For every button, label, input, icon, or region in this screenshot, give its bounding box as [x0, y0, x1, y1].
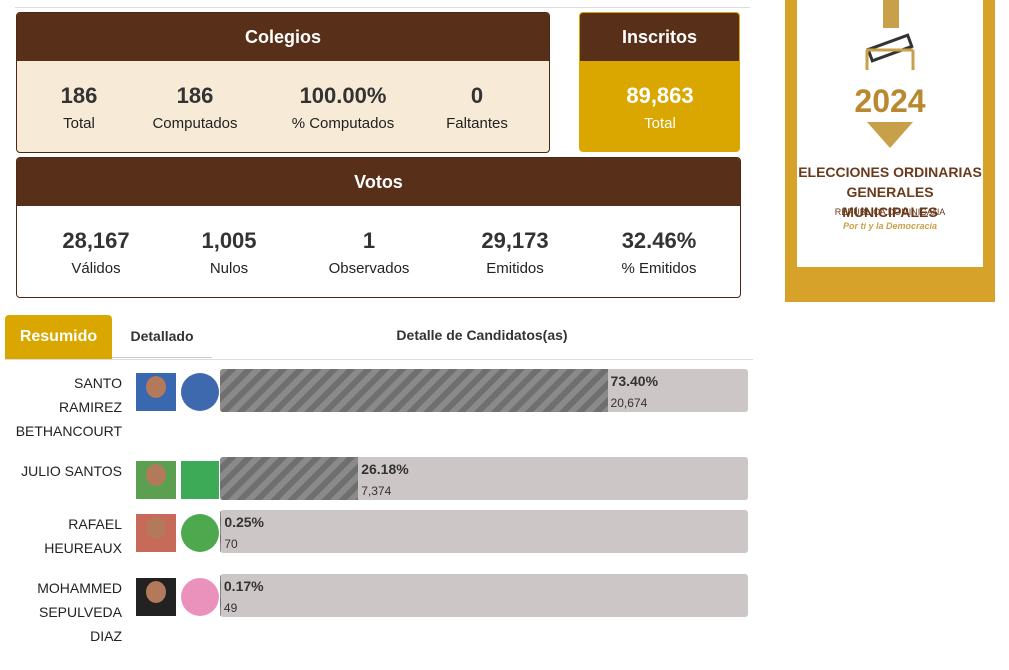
stat: 32.46% % Emitidos: [584, 228, 734, 277]
photo-head: [146, 517, 166, 539]
stat-value: 29,173: [481, 228, 549, 253]
stat-value: 1,005: [201, 228, 257, 253]
stat-label: Observados: [328, 260, 410, 277]
top-rule: [15, 7, 750, 8]
stat-label: % Computados: [291, 115, 395, 132]
tab-resumido[interactable]: Resumido: [5, 315, 112, 359]
inscritos-title: Inscritos: [580, 13, 739, 61]
bar-fill: [220, 574, 221, 617]
candidate-name: RAFAEL HEUREAUX: [44, 516, 122, 556]
stat-value: 100.00%: [299, 83, 387, 108]
logo-title-line: GENERALES MUNICIPALES: [842, 184, 938, 220]
percent-label: 0.17%: [223, 578, 264, 594]
logo-graphic: 2024: [854, 0, 926, 148]
stat-label: Emitidos: [486, 260, 544, 277]
stat-label: % Emitidos: [621, 260, 697, 277]
logo-inner: 2024 ELECCIONES ORDINARIAS GENERALES MUN…: [797, 0, 983, 267]
percent-label: 73.40%: [610, 373, 659, 389]
stat-label: Computados: [152, 115, 238, 132]
stat: 186 Total: [17, 83, 154, 132]
bar-fill: [220, 457, 359, 500]
bar-fill: [220, 510, 222, 553]
inscritos-card: Inscritos 89,863 Total: [579, 12, 740, 152]
party-logo: [181, 373, 219, 411]
colegios-card: Colegios 186 Total 186 Computados 100.00% % C…: [16, 12, 550, 153]
inscritos-label: Total: [644, 115, 676, 132]
bar-track: [220, 574, 748, 617]
logo-title: ELECCIONES ORDINARIAS GENERALES MUNICIPA…: [797, 162, 983, 222]
votes-label: 7,374: [361, 484, 392, 498]
candidate-name: MOHAMMED SEPULVEDA DIAZ: [37, 580, 122, 644]
stat-label: Nulos: [209, 260, 249, 277]
logo-slogan: Por ti y la Democracia: [842, 221, 938, 231]
bar-track: [220, 510, 748, 553]
stat-value: 1: [362, 228, 376, 253]
candidate-photo: [136, 578, 176, 616]
tab-detallado[interactable]: Detallado: [112, 315, 212, 358]
logo-panel: 2024 ELECCIONES ORDINARIAS GENERALES MUN…: [785, 0, 995, 302]
bar-track: [220, 457, 748, 500]
stat-value: 28,167: [62, 228, 130, 253]
stat: 1 Observados: [294, 228, 444, 277]
party-logo: [181, 461, 219, 499]
bar-track: [220, 369, 748, 412]
percent-label: 0.25%: [224, 514, 265, 530]
logo-title-line: ELECCIONES ORDINARIAS: [798, 164, 982, 180]
stat: 1,005 Nulos: [154, 228, 304, 277]
candidate-photo: [136, 461, 176, 499]
colegios-title: Colegios: [17, 13, 549, 61]
stat: 0 Faltantes: [402, 83, 549, 132]
detail-rule: [5, 359, 753, 360]
percent-label: 26.18%: [361, 461, 409, 477]
stat-label: Total: [63, 115, 95, 132]
candidate-photo: [136, 373, 176, 411]
photo-head: [146, 376, 166, 398]
stat-value: 186: [60, 83, 98, 108]
votes-label: 70: [224, 537, 238, 551]
photo-head: [146, 581, 166, 603]
votes-label: 20,674: [610, 396, 648, 410]
photo-head: [146, 464, 166, 486]
candidate-photo: [136, 514, 176, 552]
stat-label: Faltantes: [446, 115, 508, 132]
votes-label: 49: [223, 601, 238, 615]
inscritos-value: 89,863: [626, 83, 694, 108]
votos-card: Votos 28,167 Válidos 1,005 Nulos 1 Observados…: [16, 157, 741, 298]
stat-label: Válidos: [71, 260, 121, 277]
party-logo: [181, 514, 219, 552]
bar-fill: [220, 369, 608, 412]
logo-year: 2024: [854, 83, 925, 119]
stat: 186 Computados: [120, 83, 270, 132]
candidate-name: SANTO RAMIREZ BETHANCOURT: [15, 375, 122, 439]
logo-country: REPÚBLICA DOMINICANA: [834, 207, 946, 217]
stat-value: 32.46%: [621, 228, 697, 253]
stat: 29,173 Emitidos: [440, 228, 590, 277]
detail-title: Detalle de Candidatos(as): [396, 327, 568, 343]
candidate-name: JULIO SANTOS: [21, 463, 122, 479]
votos-title: Votos: [17, 158, 740, 206]
party-logo: [181, 578, 219, 616]
inscritos-stat: 89,863 Total: [585, 83, 735, 132]
stat-value: 186: [176, 83, 214, 108]
stat: 28,167 Válidos: [21, 228, 171, 277]
stat: 100.00% % Computados: [268, 83, 418, 132]
stat-value: 0: [470, 83, 484, 108]
